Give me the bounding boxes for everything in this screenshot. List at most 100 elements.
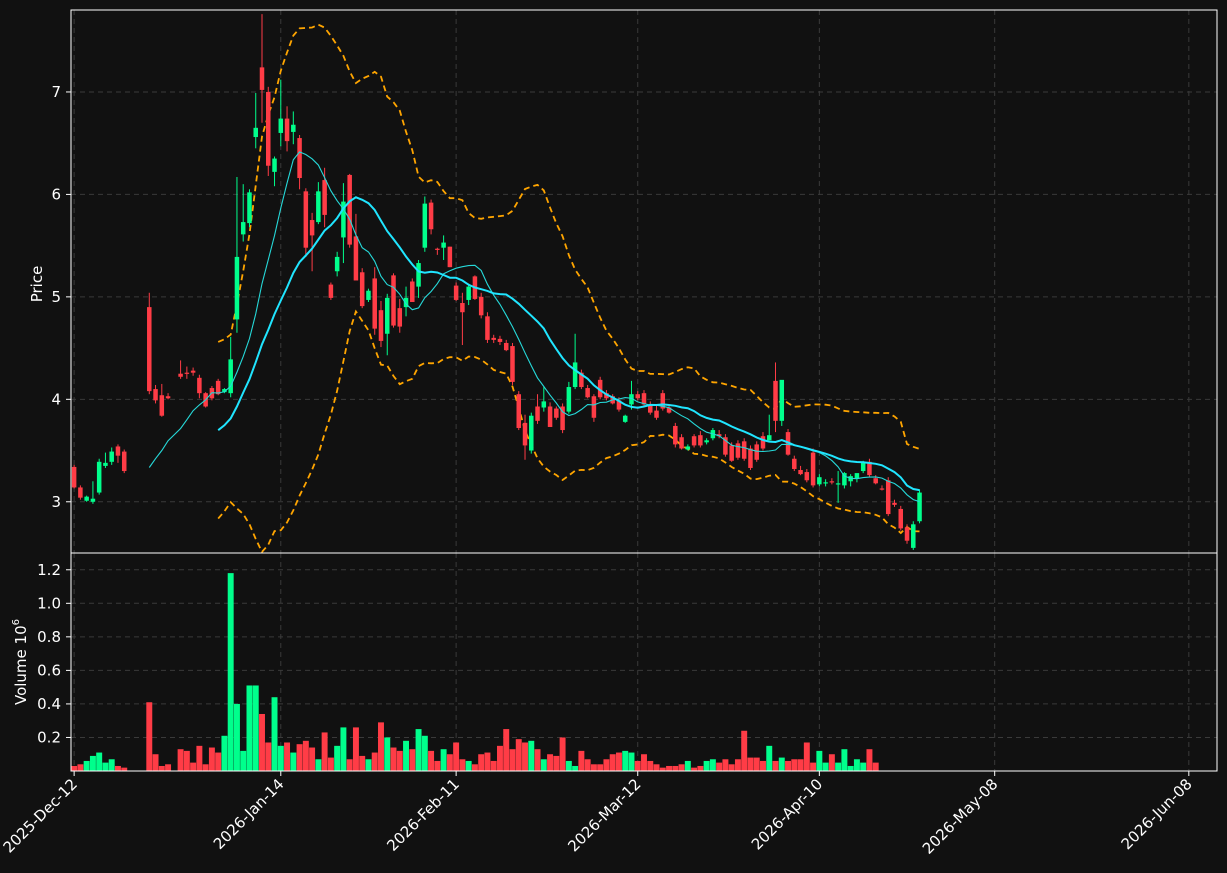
candle-down <box>679 437 684 449</box>
candle-down <box>147 307 152 392</box>
volume-bar <box>309 747 316 771</box>
volume-bar <box>534 749 541 771</box>
price-tick-label: 6 <box>51 185 61 203</box>
candle-down <box>560 406 565 431</box>
candle-down <box>829 481 835 483</box>
volume-bar <box>653 764 660 771</box>
candle-down <box>328 284 334 298</box>
volume-bar <box>797 759 804 771</box>
volume-y-axis: 0.2 0.4 0.6 0.8 1.0 1.2 <box>37 561 71 746</box>
volume-tick-label: 1.2 <box>37 561 61 579</box>
candle-down <box>453 285 459 300</box>
volume-bar <box>240 750 247 771</box>
candle-down <box>460 303 465 313</box>
volume-gridlines <box>71 553 1217 771</box>
candle-down <box>554 408 559 418</box>
volume-bar <box>352 727 359 771</box>
volume-bar <box>465 760 472 771</box>
volume-axis-label-text: Volume <box>12 649 30 705</box>
candle-down <box>798 470 803 475</box>
candle-down <box>754 444 759 460</box>
candle-down <box>648 404 653 413</box>
volume-bar <box>547 754 554 771</box>
candle-down <box>510 346 515 382</box>
candle-up <box>441 242 446 248</box>
volume-bar <box>252 685 259 771</box>
candle-down <box>804 472 810 481</box>
candle-down <box>197 377 202 394</box>
candle-down <box>184 372 190 374</box>
candle-down <box>792 458 797 469</box>
volume-bar <box>647 760 654 771</box>
candle-up <box>779 379 785 421</box>
candle-down <box>497 338 503 342</box>
volume-tick-label: 0.2 <box>37 728 61 746</box>
volume-bar <box>822 762 829 771</box>
volume-axis-exponent-base: 10 <box>12 625 30 644</box>
volume-bar <box>847 765 854 771</box>
candle-down <box>165 396 171 399</box>
volume-bar <box>102 762 109 771</box>
volume-bar <box>158 765 165 771</box>
candle-down <box>616 400 622 410</box>
candle-down <box>904 527 910 541</box>
volume-bar <box>409 749 416 771</box>
candle-down <box>435 248 440 250</box>
volume-bar <box>215 752 222 771</box>
candle-down <box>284 118 290 142</box>
volume-bar <box>528 740 535 771</box>
candle-down <box>410 281 415 302</box>
candle-down <box>535 406 540 421</box>
sma-slow-line <box>217 196 920 492</box>
candle-down <box>78 487 83 498</box>
volume-panel-frame <box>70 552 1218 772</box>
volume-bar <box>271 697 278 771</box>
volume-bar <box>522 742 528 771</box>
volume-bar <box>202 764 209 771</box>
candle-down <box>579 372 584 388</box>
volume-bar <box>672 765 679 771</box>
volume-bar <box>96 752 103 771</box>
volume-bar <box>453 742 460 771</box>
volume-bar <box>722 759 729 771</box>
volume-tick-label: 0.8 <box>37 628 61 646</box>
volume-bar <box>284 742 291 771</box>
candle-down <box>353 236 359 281</box>
candle-up <box>291 124 296 132</box>
candle-down <box>309 220 315 236</box>
volume-bar <box>503 729 510 771</box>
volume-bar <box>553 755 560 771</box>
volume-bar <box>766 745 773 771</box>
candle-down <box>666 407 672 413</box>
candle-down <box>503 342 509 351</box>
candle-up <box>766 435 772 441</box>
candle-up <box>572 362 578 388</box>
candle-up <box>96 461 102 493</box>
volume-bar <box>760 760 766 771</box>
candle-up <box>334 256 340 272</box>
candle-down <box>516 394 522 429</box>
candle-down <box>259 67 265 90</box>
candle-up <box>222 389 227 393</box>
candles <box>71 14 922 550</box>
volume-bar <box>709 759 716 771</box>
volume-bar <box>440 749 447 771</box>
candle-up <box>835 483 841 485</box>
volume-bar <box>302 740 309 771</box>
volume-tick-label: 0.6 <box>37 661 61 679</box>
volume-tick-label: 1.0 <box>37 594 61 612</box>
volume-bar <box>114 765 121 771</box>
volume-bar <box>434 760 441 771</box>
candle-up <box>911 524 916 548</box>
volume-bar <box>559 737 566 771</box>
candle-down <box>397 308 403 327</box>
volume-bar <box>321 732 328 771</box>
volume-bar <box>515 739 522 771</box>
volume-bar <box>89 755 96 771</box>
candle-down <box>391 275 396 326</box>
candle-up <box>685 446 691 450</box>
candle-up <box>629 394 634 405</box>
candle-up <box>228 359 233 394</box>
candle-down <box>159 395 165 416</box>
volume-bar <box>77 764 84 771</box>
